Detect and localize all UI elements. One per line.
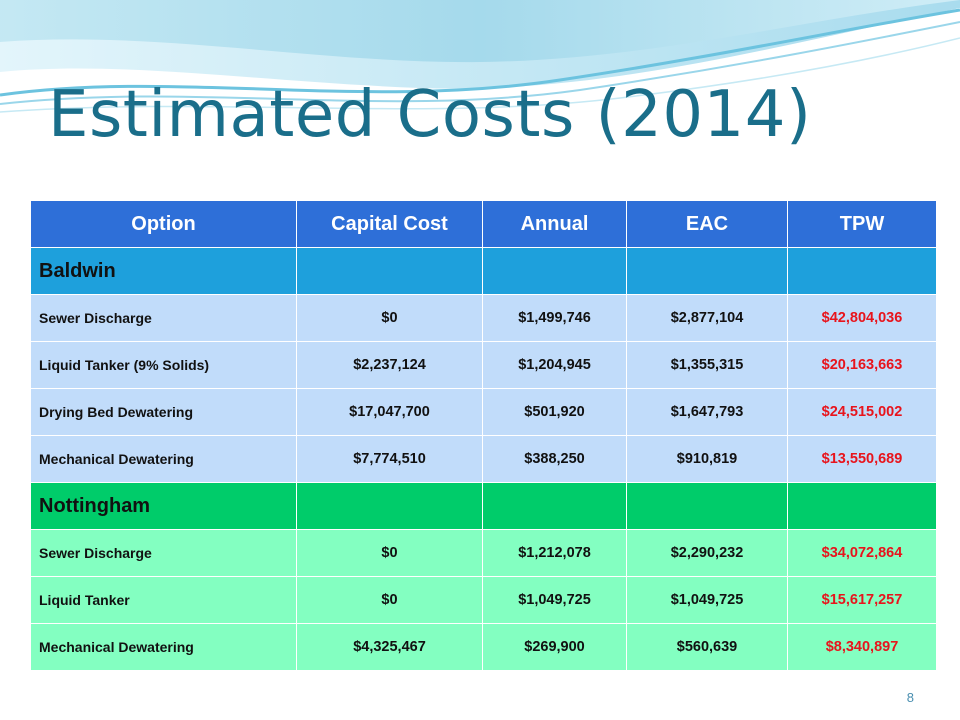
capital-cell: $7,774,510 [296, 435, 483, 483]
tpw-cell: $42,804,036 [787, 294, 937, 342]
tpw-cell: $24,515,002 [787, 388, 937, 436]
group-row-baldwin: Baldwin [30, 247, 937, 295]
tpw-cell: $13,550,689 [787, 435, 937, 483]
eac-cell: $560,639 [626, 623, 788, 671]
table-row: Drying Bed Dewatering $17,047,700 $501,9… [30, 388, 937, 436]
capital-cell: $0 [296, 529, 483, 577]
capital-cell: $2,237,124 [296, 341, 483, 389]
eac-cell: $2,877,104 [626, 294, 788, 342]
header-capital-cost: Capital Cost [296, 200, 483, 248]
tpw-cell: $20,163,663 [787, 341, 937, 389]
option-cell: Mechanical Dewatering [30, 623, 297, 671]
option-cell: Sewer Discharge [30, 294, 297, 342]
eac-cell: $1,647,793 [626, 388, 788, 436]
option-cell: Drying Bed Dewatering [30, 388, 297, 436]
annual-cell: $1,049,725 [482, 576, 627, 624]
annual-cell: $269,900 [482, 623, 627, 671]
wave-decoration [0, 0, 960, 113]
tpw-cell: $8,340,897 [787, 623, 937, 671]
eac-cell: $1,049,725 [626, 576, 788, 624]
page-number: 8 [906, 690, 914, 705]
option-cell: Mechanical Dewatering [30, 435, 297, 483]
table-row: Liquid Tanker $0 $1,049,725 $1,049,725 $… [30, 576, 937, 624]
option-cell: Liquid Tanker (9% Solids) [30, 341, 297, 389]
annual-cell: $1,204,945 [482, 341, 627, 389]
header-annual: Annual [482, 200, 627, 248]
annual-cell: $1,499,746 [482, 294, 627, 342]
slide-title: Estimated Costs (2014) [48, 78, 812, 152]
table-header-row: Option Capital Cost Annual EAC TPW [30, 200, 937, 248]
annual-cell: $1,212,078 [482, 529, 627, 577]
annual-cell: $388,250 [482, 435, 627, 483]
capital-cell: $4,325,467 [296, 623, 483, 671]
table-row: Mechanical Dewatering $4,325,467 $269,90… [30, 623, 937, 671]
tpw-cell: $34,072,864 [787, 529, 937, 577]
annual-cell: $501,920 [482, 388, 627, 436]
table-row: Mechanical Dewatering $7,774,510 $388,25… [30, 435, 937, 483]
capital-cell: $0 [296, 576, 483, 624]
capital-cell: $0 [296, 294, 483, 342]
group-name: Baldwin [30, 247, 297, 295]
table-row: Sewer Discharge $0 $1,499,746 $2,877,104… [30, 294, 937, 342]
eac-cell: $2,290,232 [626, 529, 788, 577]
header-tpw: TPW [787, 200, 937, 248]
capital-cell: $17,047,700 [296, 388, 483, 436]
header-option: Option [30, 200, 297, 248]
option-cell: Sewer Discharge [30, 529, 297, 577]
header-eac: EAC [626, 200, 788, 248]
option-cell: Liquid Tanker [30, 576, 297, 624]
table-row: Sewer Discharge $0 $1,212,078 $2,290,232… [30, 529, 937, 577]
eac-cell: $910,819 [626, 435, 788, 483]
group-row-nottingham: Nottingham [30, 482, 937, 530]
cost-table: Option Capital Cost Annual EAC TPW Baldw… [30, 200, 937, 671]
table-row: Liquid Tanker (9% Solids) $2,237,124 $1,… [30, 341, 937, 389]
group-name: Nottingham [30, 482, 297, 530]
tpw-cell: $15,617,257 [787, 576, 937, 624]
eac-cell: $1,355,315 [626, 341, 788, 389]
